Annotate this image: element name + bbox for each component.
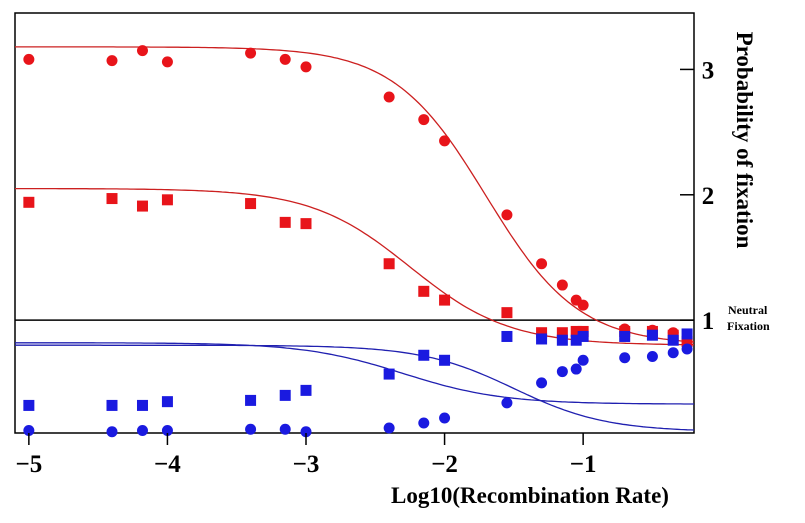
point-s4-12 xyxy=(536,377,548,389)
point-s3-4 xyxy=(161,396,173,408)
point-s1-1 xyxy=(23,53,35,65)
point-s4-2 xyxy=(106,426,118,438)
point-s3-3 xyxy=(136,399,148,411)
point-s3-5 xyxy=(245,394,257,406)
point-s4-9 xyxy=(418,417,430,429)
point-s1-15 xyxy=(577,299,589,311)
point-s1-10 xyxy=(439,135,451,147)
point-s3-1 xyxy=(23,399,35,411)
point-s3-8 xyxy=(383,368,395,380)
y-tick-label-1: 1 xyxy=(702,308,715,335)
point-s3-14 xyxy=(570,334,582,346)
point-s4-8 xyxy=(383,422,395,434)
y-tick-label-3: 3 xyxy=(702,57,715,84)
point-s4-3 xyxy=(136,424,148,436)
point-s4-13 xyxy=(556,366,568,378)
fit-curves xyxy=(15,46,695,431)
point-s3-10 xyxy=(439,354,451,366)
x-tick-label-2: −4 xyxy=(154,451,181,478)
point-s1-7 xyxy=(300,61,312,73)
point-s2-13 xyxy=(556,327,568,339)
y-tick-label-2: 2 xyxy=(702,183,715,210)
fit-curve-4 xyxy=(15,344,695,431)
point-s4-15 xyxy=(577,354,589,366)
x-tick-label-5: −1 xyxy=(570,451,597,478)
point-s4-17 xyxy=(646,351,658,363)
point-s1-6 xyxy=(279,53,291,65)
point-s3-17 xyxy=(646,329,658,341)
point-s1-12 xyxy=(536,258,548,270)
point-s2-5 xyxy=(245,198,257,210)
point-s2-11 xyxy=(501,307,513,319)
point-s2-7 xyxy=(300,218,312,230)
point-s4-7 xyxy=(300,426,312,438)
y-axis-label: Probability of fixation xyxy=(732,32,757,249)
point-s2-10 xyxy=(439,294,451,306)
point-s4-11 xyxy=(501,397,513,409)
point-s3-18 xyxy=(667,334,679,346)
point-s2-4 xyxy=(161,194,173,206)
data-points xyxy=(23,45,693,438)
point-s2-1 xyxy=(23,196,35,208)
fit-curve-1 xyxy=(15,46,695,343)
reference-label-line-2: Fixation xyxy=(727,319,770,333)
point-s4-1 xyxy=(23,424,35,436)
point-s4-14 xyxy=(570,363,582,375)
point-s3-7 xyxy=(300,384,312,396)
point-s4-18 xyxy=(667,347,679,359)
point-s2-8 xyxy=(383,258,395,270)
point-s4-16 xyxy=(619,352,631,364)
point-s3-6 xyxy=(279,389,291,401)
point-s2-6 xyxy=(279,216,291,228)
point-s3-11 xyxy=(501,330,513,342)
point-s2-2 xyxy=(106,193,118,205)
point-s3-19 xyxy=(681,328,693,340)
point-s1-3 xyxy=(136,45,148,57)
point-s3-13 xyxy=(556,334,568,346)
point-s1-11 xyxy=(501,209,513,221)
plot-frame xyxy=(14,12,695,434)
fit-curve-3 xyxy=(15,342,694,405)
point-s1-2 xyxy=(106,55,118,67)
y-axis-ticks: 1 2 3 xyxy=(680,57,714,335)
point-s1-5 xyxy=(245,47,257,59)
point-s2-3 xyxy=(136,200,148,212)
point-s1-4 xyxy=(161,56,173,68)
x-tick-label-4: −2 xyxy=(431,451,458,478)
point-s3-12 xyxy=(536,333,548,345)
point-s3-16 xyxy=(619,330,631,342)
x-tick-label-3: −3 xyxy=(293,451,320,478)
point-s2-12 xyxy=(536,327,548,339)
point-s2-9 xyxy=(418,285,430,297)
point-s4-10 xyxy=(439,412,451,424)
x-axis-label: Log10(Recombination Rate) xyxy=(391,483,669,508)
point-s4-4 xyxy=(161,424,173,436)
point-s3-15 xyxy=(577,330,589,342)
point-s3-2 xyxy=(106,399,118,411)
point-s4-19 xyxy=(681,343,693,355)
point-s2-19 xyxy=(681,335,693,347)
fit-curve-2 xyxy=(15,187,694,346)
point-s1-13 xyxy=(556,279,568,291)
point-s1-8 xyxy=(383,91,395,103)
x-axis-ticks: −5 −4 −3 −2 −1 xyxy=(15,433,597,478)
x-tick-label-1: −5 xyxy=(15,451,42,478)
point-s4-5 xyxy=(245,423,257,435)
point-s1-9 xyxy=(418,114,430,126)
reference-label-line-1: Neutral xyxy=(728,303,768,317)
point-s2-14 xyxy=(570,325,582,337)
point-s4-6 xyxy=(279,423,291,435)
point-s3-9 xyxy=(418,349,430,361)
